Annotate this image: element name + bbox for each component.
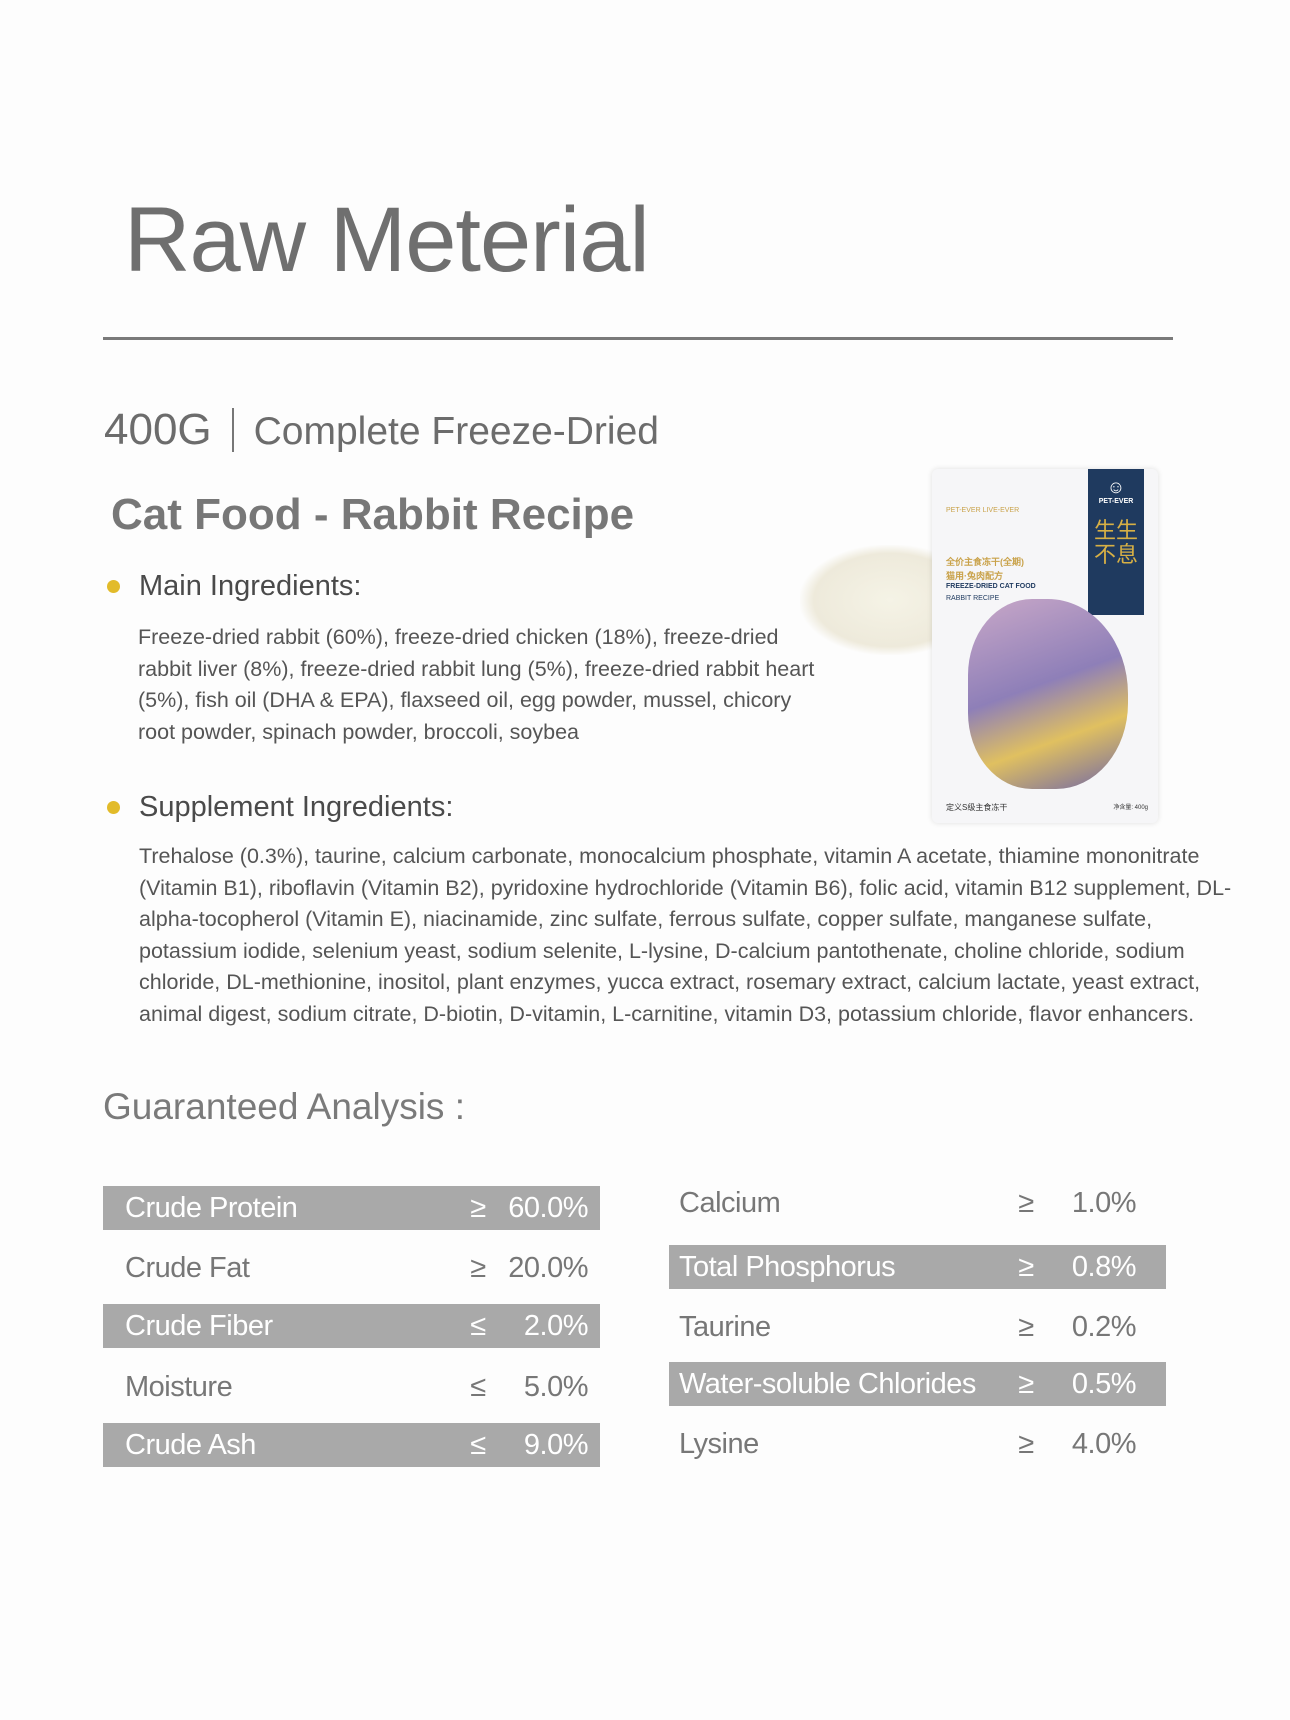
page-title: Raw Meterial <box>124 189 650 291</box>
nutrient-value: 5.0% <box>523 1370 589 1403</box>
main-ingredients-text: Freeze-dried rabbit (60%), freeze-dried … <box>138 625 815 744</box>
package-en-sub: RABBIT RECIPE <box>946 595 1000 602</box>
nutrient-name: Lysine <box>679 1427 759 1460</box>
analysis-row: Crude Fat ≥20.0% <box>103 1246 600 1290</box>
guaranteed-analysis-title: Guaranteed Analysis : <box>103 1086 465 1127</box>
nutrient-value: 1.0% <box>1071 1186 1137 1219</box>
nutrient-value: 4.0% <box>1071 1427 1137 1460</box>
nutrient-name: Total Phosphorus <box>679 1250 896 1283</box>
nutrient-value: 9.0% <box>523 1428 589 1461</box>
comparison-sign: ≥ <box>1018 1250 1034 1283</box>
nutrient-name: Crude Fiber <box>125 1309 273 1342</box>
package-illustration <box>968 599 1128 789</box>
nutrient-value: 0.5% <box>1071 1367 1137 1400</box>
package-slogan: PET-EVER LIVE-EVER <box>946 507 1020 514</box>
product-name-line1: Complete Freeze-Dried <box>253 410 659 453</box>
divider <box>103 337 1173 340</box>
comparison-sign: ≥ <box>470 1251 486 1284</box>
nutrient-name: Moisture <box>125 1370 233 1403</box>
nutrient-name: Crude Ash <box>125 1428 256 1461</box>
analysis-row: Total Phosphorus ≥0.8% <box>669 1245 1166 1289</box>
supplement-ingredients-text: Trehalose (0.3%), taurine, calcium carbo… <box>139 844 1232 1026</box>
comparison-sign: ≤ <box>470 1309 486 1342</box>
bullet-dot-icon <box>107 801 120 814</box>
analysis-row: Crude Ash ≤9.0% <box>103 1423 600 1467</box>
nutrient-value: 20.0% <box>508 1251 588 1284</box>
package-cn-title: 全价主食冻干(全期) <box>946 557 1024 567</box>
package-net-weight: 净含量: 400g <box>1113 805 1148 811</box>
main-ingredients-heading: Main Ingredients: <box>107 570 361 603</box>
analysis-row: Calcium ≥1.0% <box>669 1181 1166 1225</box>
comparison-sign: ≥ <box>1018 1310 1034 1343</box>
nutrient-value: 2.0% <box>523 1309 589 1342</box>
analysis-row: Moisture ≤5.0% <box>103 1365 600 1409</box>
comparison-sign: ≤ <box>470 1428 486 1461</box>
nutrient-name: Taurine <box>679 1310 771 1343</box>
supplement-ingredients-label: Supplement Ingredients: <box>139 791 454 823</box>
nutrient-name: Crude Fat <box>125 1251 250 1284</box>
supplement-ingredients-heading: Supplement Ingredients: <box>107 791 453 824</box>
product-subtitle: 400G Complete Freeze-Dried <box>104 405 659 455</box>
package-brand: PET-EVER <box>1098 498 1134 505</box>
comparison-sign: ≥ <box>470 1191 486 1224</box>
comparison-sign: ≥ <box>1018 1186 1034 1219</box>
package-brand-panel: ☺ PET-EVER 生生不息 <box>1088 469 1144 615</box>
package-cn-big: 生生不息 <box>1094 518 1139 567</box>
analysis-row: Crude Fiber ≤2.0% <box>103 1304 600 1348</box>
analysis-row: Crude Protein ≥60.0% <box>103 1186 600 1230</box>
product-name-line2: Cat Food - Rabbit Recipe <box>111 490 635 539</box>
product-weight: 400G <box>104 405 212 454</box>
main-ingredients-label: Main Ingredients: <box>139 570 362 602</box>
bullet-dot-icon <box>107 580 120 593</box>
nutrient-name: Calcium <box>679 1186 781 1219</box>
nutrient-value: 0.2% <box>1071 1310 1137 1343</box>
comparison-sign: ≥ <box>1018 1367 1034 1400</box>
analysis-row: Water-soluble Chlorides ≥0.5% <box>669 1362 1166 1406</box>
analysis-row: Taurine ≥0.2% <box>669 1305 1166 1349</box>
nutrient-name: Water-soluble Chlorides <box>679 1367 976 1400</box>
nutrient-value: 60.0% <box>508 1191 588 1224</box>
package-footer: 定义S级主食冻干 <box>946 803 1008 812</box>
package-en-title: FREEZE-DRIED CAT FOOD <box>946 583 1036 590</box>
separator <box>231 408 234 452</box>
rabbit-image <box>800 545 950 655</box>
cat-logo-icon: ☺ <box>1106 477 1126 497</box>
comparison-sign: ≥ <box>1018 1427 1034 1460</box>
nutrient-value: 0.8% <box>1071 1250 1137 1283</box>
nutrient-name: Crude Protein <box>125 1191 298 1224</box>
comparison-sign: ≤ <box>470 1370 486 1403</box>
analysis-row: Lysine ≥4.0% <box>669 1422 1166 1466</box>
package-cn-sub: 猫用·兔肉配方 <box>946 571 1003 581</box>
product-package-image: PET-EVER LIVE-EVER ☺ PET-EVER 生生不息 全价主食冻… <box>932 469 1158 823</box>
